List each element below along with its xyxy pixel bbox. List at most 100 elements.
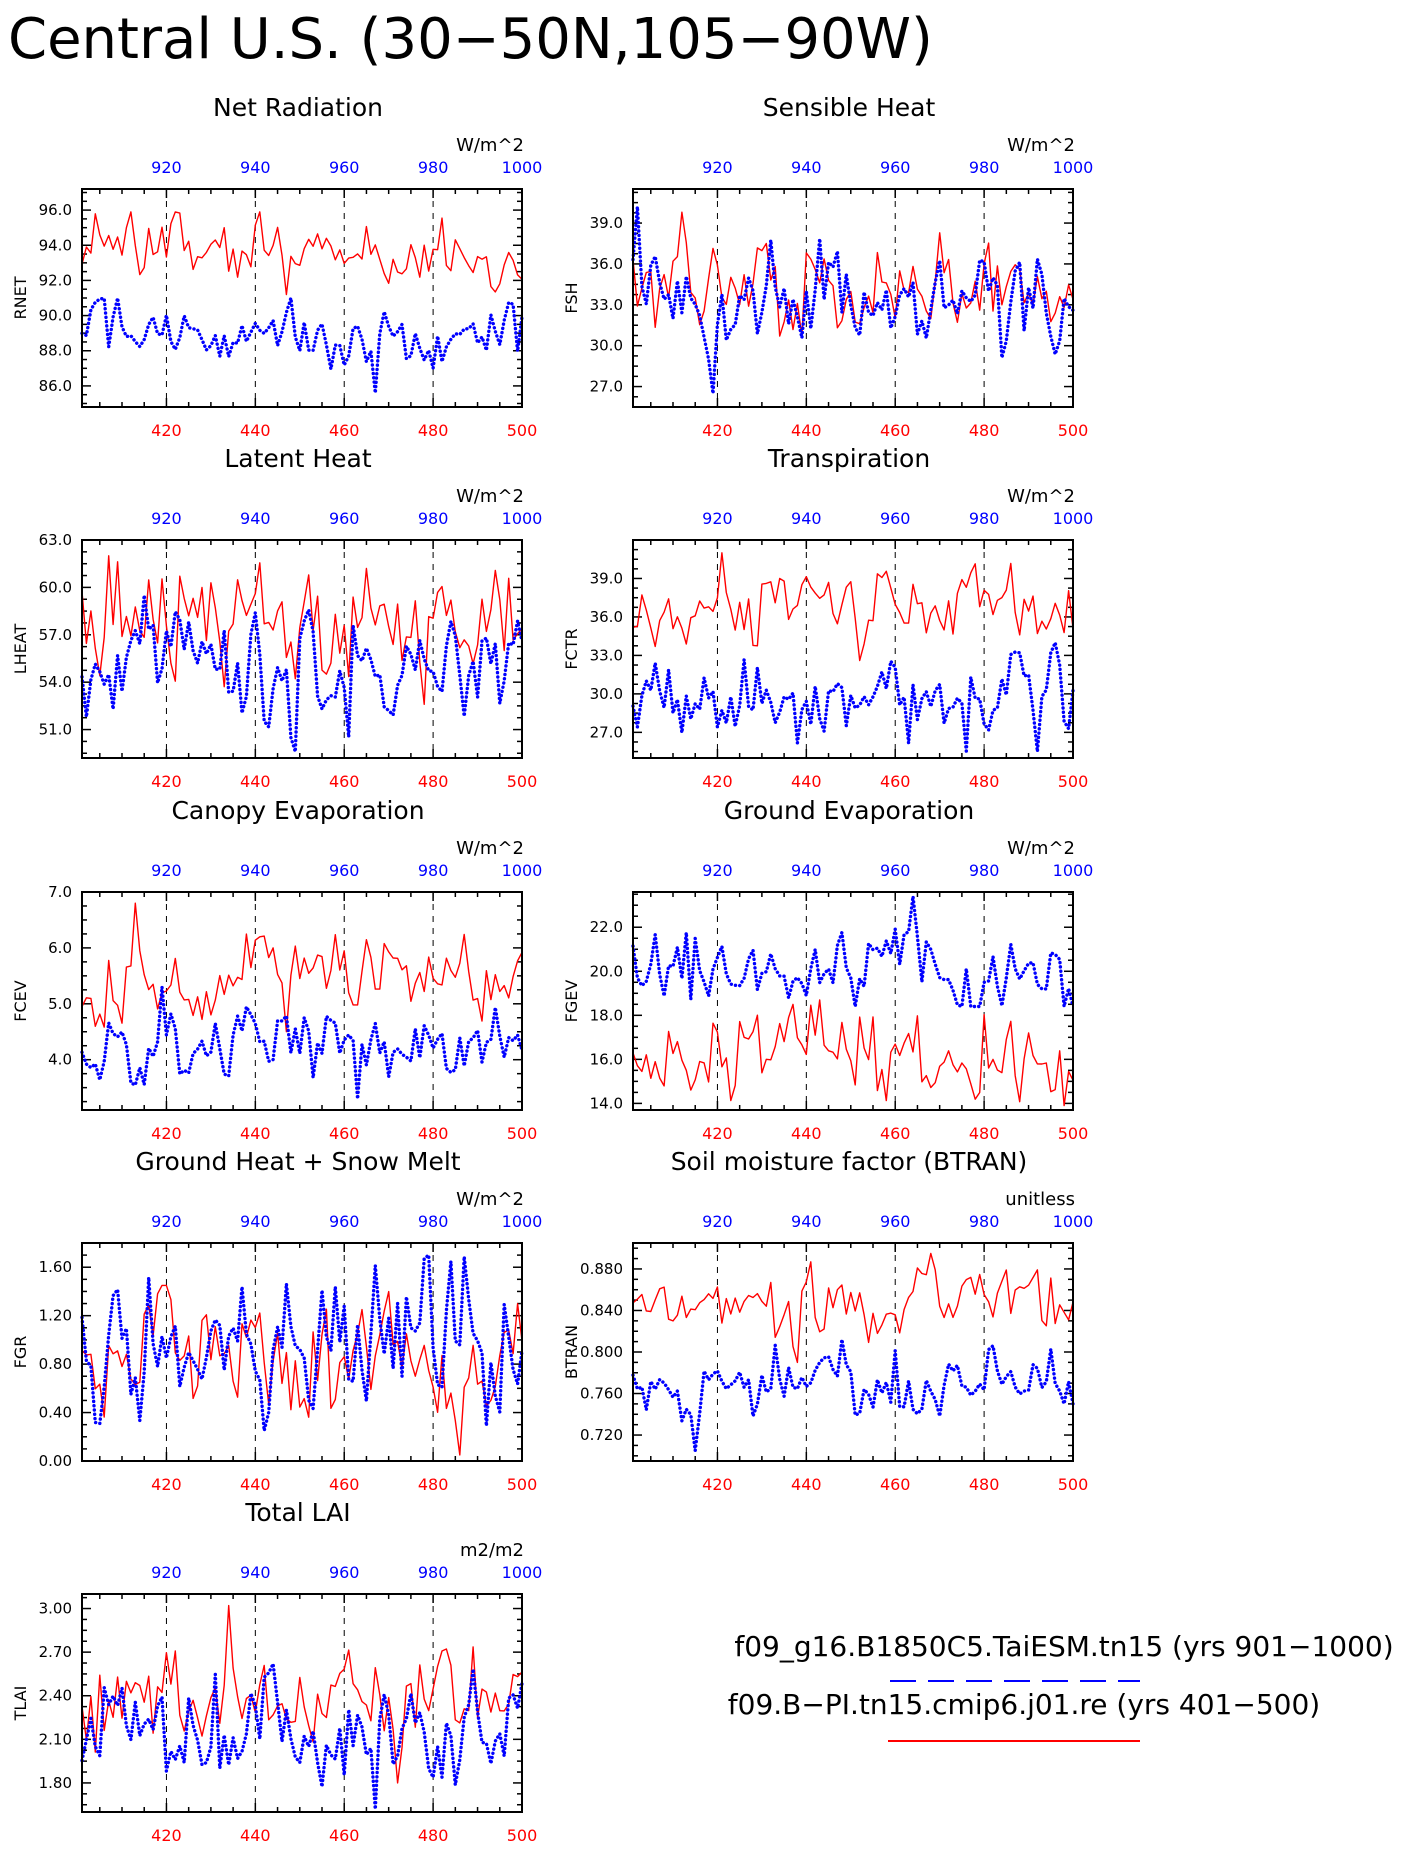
y-tick-label: 0.800 [580, 1343, 623, 1361]
x-top-tick-label: 1000 [502, 1212, 543, 1231]
x-top-tick-label: 940 [791, 1212, 822, 1231]
panel-units: W/m^2 [1007, 838, 1075, 859]
x-tick-label: 440 [791, 1475, 822, 1494]
x-top-tick-label: 1000 [502, 158, 543, 177]
plot-frame [81, 188, 523, 408]
plot-frame [632, 539, 1074, 759]
x-tick-label: 420 [702, 1475, 733, 1494]
x-tick-label: 460 [329, 1826, 360, 1845]
x-tick-label: 500 [1058, 421, 1089, 440]
series-case1 [80, 296, 524, 395]
y-tick-label: 0.840 [580, 1301, 623, 1319]
y-tick-label: 96.0 [39, 201, 72, 219]
panel-units: unitless [1005, 1189, 1075, 1210]
x-top-tick-label: 940 [240, 1563, 271, 1582]
y-axis-label: FCEV [11, 980, 30, 1021]
x-tick-label: 480 [418, 421, 449, 440]
x-tick-label: 500 [507, 772, 538, 791]
x-top-tick-label: 980 [969, 861, 1000, 880]
y-tick-label: 39.0 [590, 569, 623, 587]
x-top-tick-label: 940 [791, 861, 822, 880]
x-tick-label: 460 [880, 772, 911, 791]
x-tick-label: 460 [880, 1475, 911, 1494]
x-tick-label: 460 [880, 421, 911, 440]
x-tick-label: 440 [791, 421, 822, 440]
panel-units: W/m^2 [456, 838, 524, 859]
y-tick-label: 57.0 [39, 626, 72, 644]
x-tick-label: 480 [969, 1124, 1000, 1143]
y-axis-label: FGR [11, 1336, 30, 1369]
series-case1 [631, 1337, 1075, 1453]
y-tick-label: 60.0 [39, 578, 72, 596]
x-tick-label: 480 [418, 1826, 449, 1845]
y-tick-label: 2.40 [39, 1687, 72, 1705]
y-axis-label: FGEV [562, 980, 581, 1023]
x-top-tick-label: 960 [329, 509, 360, 528]
x-top-tick-label: 960 [880, 861, 911, 880]
figure-title: Central U.S. (30−50N,105−90W) [8, 7, 933, 72]
panel-lheat: Latent Heat W/m^2 LHEAT 420 440 460 480 500 920 9… [11, 444, 542, 791]
x-tick-label: 500 [507, 1475, 538, 1494]
y-tick-label: 51.0 [39, 721, 72, 739]
panel-units: W/m^2 [456, 1189, 524, 1210]
series-case2 [632, 211, 1074, 337]
x-top-tick-label: 920 [151, 158, 182, 177]
y-tick-label: 0.760 [580, 1385, 623, 1403]
x-top-tick-label: 920 [151, 861, 182, 880]
x-top-tick-label: 960 [329, 1563, 360, 1582]
x-top-tick-label: 980 [418, 1212, 449, 1231]
plot-frame [632, 891, 1074, 1111]
y-tick-label: 0.00 [39, 1452, 72, 1470]
x-top-tick-label: 940 [240, 158, 271, 177]
x-tick-label: 460 [329, 1124, 360, 1143]
x-top-tick-label: 1000 [502, 1563, 543, 1582]
y-tick-label: 90.0 [39, 307, 72, 325]
y-tick-label: 39.0 [590, 214, 623, 232]
series-case1 [80, 985, 524, 1101]
y-tick-label: 54.0 [39, 673, 72, 691]
panel-rnet: Net Radiation W/m^2 RNET 420 440 460 480 500 920… [11, 93, 542, 440]
panel-title: Ground Evaporation [724, 796, 974, 825]
x-tick-label: 500 [1058, 1124, 1089, 1143]
y-tick-label: 33.0 [590, 646, 623, 664]
x-tick-label: 440 [791, 1124, 822, 1143]
x-top-tick-label: 980 [418, 861, 449, 880]
y-tick-label: 27.0 [590, 723, 623, 741]
panel-title: Transpiration [767, 444, 930, 473]
y-tick-label: 92.0 [39, 271, 72, 289]
x-tick-label: 420 [702, 421, 733, 440]
y-tick-label: 63.0 [39, 531, 72, 549]
y-tick-label: 88.0 [39, 342, 72, 360]
x-top-tick-label: 940 [240, 1212, 271, 1231]
x-top-tick-label: 1000 [1053, 509, 1094, 528]
series-case2 [81, 1604, 523, 1784]
x-tick-label: 420 [151, 1475, 182, 1494]
plot-frame [632, 1242, 1074, 1462]
y-tick-label: 33.0 [590, 296, 623, 314]
x-top-tick-label: 920 [702, 509, 733, 528]
x-tick-label: 420 [702, 1124, 733, 1143]
y-axis-label: FCTR [562, 628, 581, 669]
x-top-tick-label: 980 [969, 1212, 1000, 1231]
x-tick-label: 480 [418, 1124, 449, 1143]
x-top-tick-label: 1000 [502, 861, 543, 880]
x-top-tick-label: 920 [151, 1563, 182, 1582]
x-top-tick-label: 920 [702, 861, 733, 880]
series-case2 [632, 1252, 1074, 1364]
y-tick-label: 27.0 [590, 378, 623, 396]
y-tick-label: 0.720 [580, 1426, 623, 1444]
x-tick-label: 440 [240, 1124, 271, 1143]
y-tick-label: 18.0 [590, 1006, 623, 1024]
y-tick-label: 86.0 [39, 377, 72, 395]
x-tick-label: 440 [240, 1475, 271, 1494]
x-top-tick-label: 960 [880, 158, 911, 177]
x-tick-label: 480 [418, 1475, 449, 1494]
y-tick-label: 2.10 [39, 1730, 72, 1748]
y-tick-label: 2.70 [39, 1643, 72, 1661]
y-tick-label: 4.0 [48, 1051, 72, 1069]
x-tick-label: 500 [507, 1826, 538, 1845]
x-top-tick-label: 920 [151, 1212, 182, 1231]
y-tick-label: 30.0 [590, 337, 623, 355]
x-tick-label: 420 [151, 421, 182, 440]
series-case1 [631, 204, 1075, 396]
